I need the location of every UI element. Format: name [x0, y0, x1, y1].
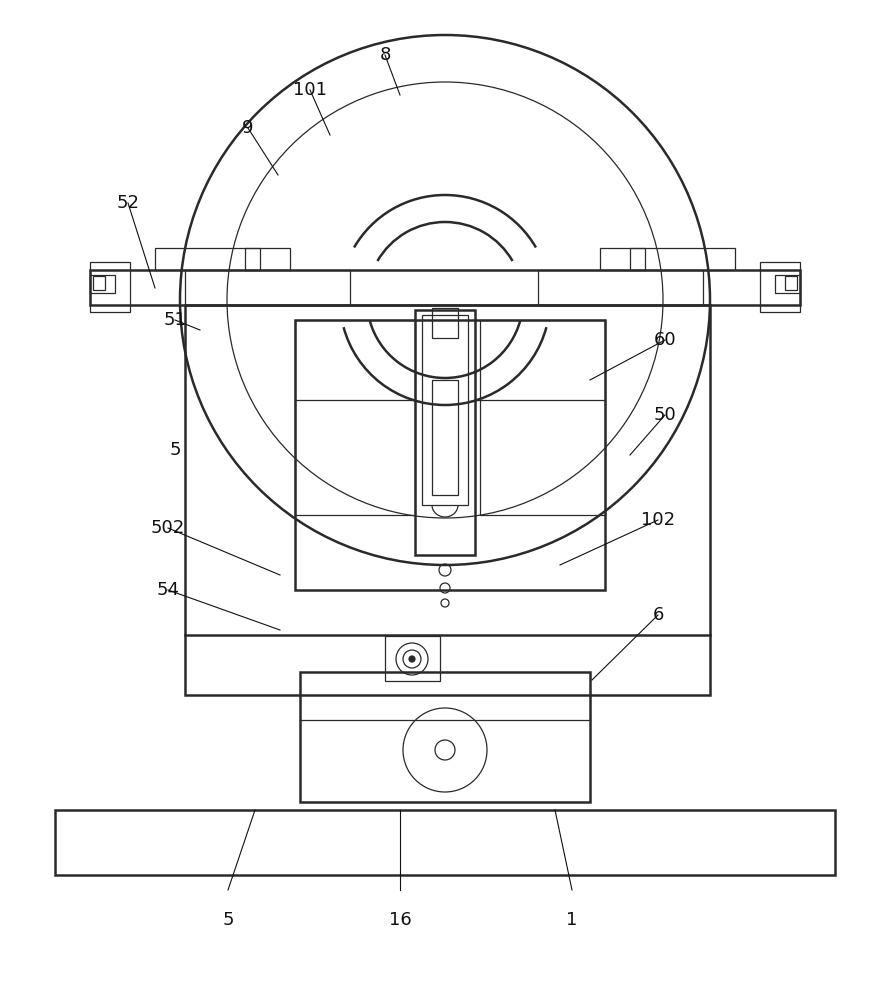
- Text: 16: 16: [388, 911, 412, 929]
- Bar: [760, 262, 800, 312]
- Bar: [480, 320, 605, 515]
- Bar: [432, 308, 458, 338]
- Bar: [93, 276, 105, 290]
- Text: 1: 1: [567, 911, 577, 929]
- Bar: [785, 276, 797, 290]
- Bar: [538, 270, 703, 305]
- Text: 52: 52: [117, 194, 140, 212]
- Bar: [90, 275, 115, 293]
- Bar: [185, 305, 710, 695]
- Bar: [300, 672, 590, 802]
- Bar: [295, 320, 605, 590]
- Text: 51: 51: [164, 311, 186, 329]
- Bar: [155, 248, 260, 270]
- Text: 8: 8: [380, 46, 390, 64]
- Bar: [432, 380, 458, 495]
- Bar: [630, 248, 735, 270]
- Bar: [295, 320, 415, 515]
- Text: 60: 60: [654, 331, 676, 349]
- Bar: [422, 315, 468, 505]
- Bar: [90, 270, 800, 305]
- Text: 6: 6: [652, 606, 664, 624]
- Text: 5: 5: [222, 911, 233, 929]
- Bar: [185, 270, 350, 305]
- Text: 50: 50: [654, 406, 676, 424]
- Text: 102: 102: [641, 511, 675, 529]
- Bar: [415, 310, 475, 555]
- Bar: [245, 248, 290, 270]
- Bar: [600, 248, 645, 270]
- Text: 54: 54: [157, 581, 179, 599]
- Circle shape: [409, 656, 415, 662]
- Bar: [90, 262, 130, 312]
- Text: 9: 9: [242, 119, 254, 137]
- Text: 101: 101: [293, 81, 327, 99]
- Text: 502: 502: [151, 519, 185, 537]
- Bar: [775, 275, 800, 293]
- Bar: [385, 636, 440, 681]
- Bar: [55, 810, 835, 875]
- Text: 5: 5: [169, 441, 181, 459]
